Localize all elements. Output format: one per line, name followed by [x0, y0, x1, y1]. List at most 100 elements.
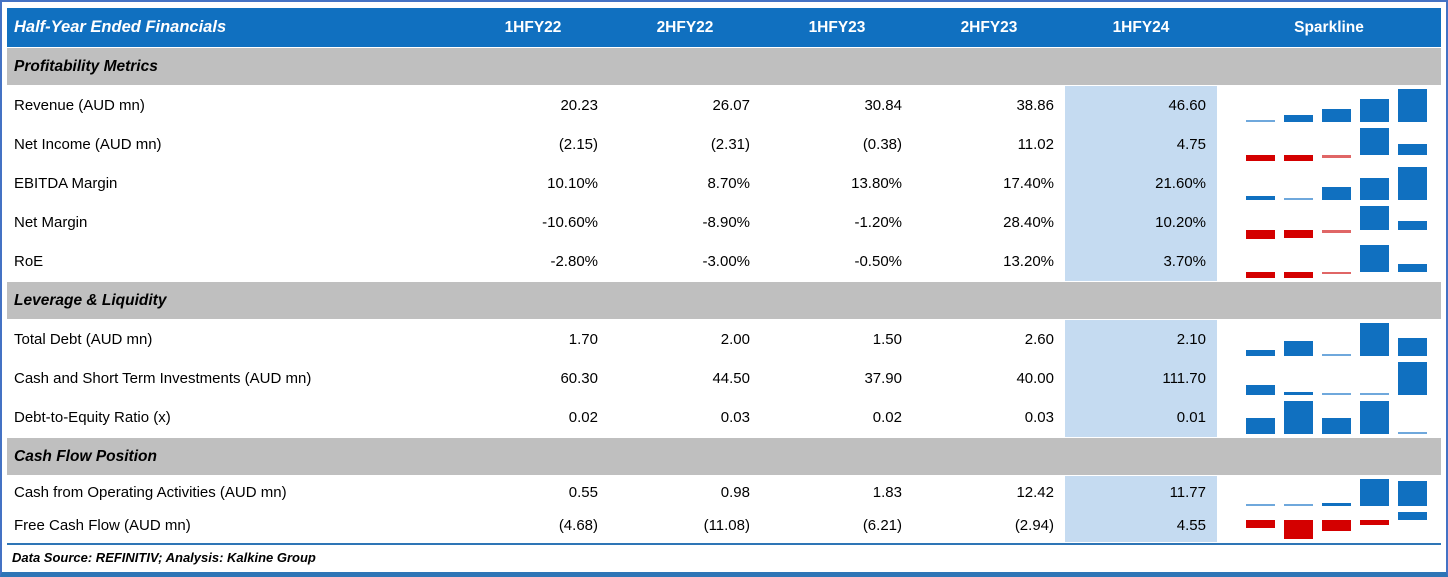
sparkline-slot	[1396, 512, 1434, 539]
value-cell-2hfy22: -8.90%	[702, 214, 750, 231]
sparkline-bar	[1360, 206, 1390, 230]
sparkline-bar	[1398, 143, 1428, 156]
table-row: Cash from Operating Activities (AUD mn) 0…	[7, 476, 1441, 509]
sparkline-slot	[1320, 89, 1358, 122]
sparkline-bar	[1284, 401, 1314, 434]
sparkline-cell	[1217, 398, 1441, 437]
sparkline-slot	[1244, 206, 1282, 239]
table-row: Net Margin -10.60% -8.90% -1.20% 28.40% 10.20…	[7, 203, 1441, 242]
sparkline-bar	[1398, 431, 1428, 434]
sparkline-bar	[1360, 479, 1390, 506]
sparkline-bar	[1360, 177, 1390, 200]
sparkline-bar	[1284, 271, 1314, 278]
sparkline-column-header: Sparkline	[1294, 18, 1364, 36]
value-cell-2hfy23: 2.60	[1024, 331, 1054, 348]
sparkline-bar	[1284, 503, 1314, 506]
sparkline-bar	[1398, 480, 1428, 506]
section-header: Cash Flow Position	[7, 438, 1441, 475]
sparkline-bar	[1398, 221, 1428, 230]
table-row: EBITDA Margin 10.10% 8.70% 13.80% 17.40% 21.6…	[7, 164, 1441, 203]
sparkline-slot	[1358, 206, 1396, 239]
sparkline-slot	[1358, 167, 1396, 200]
sparkline-slot	[1358, 362, 1396, 395]
sparkline-bar	[1246, 350, 1276, 356]
column-header-2hfy23: 2HFY23	[960, 18, 1018, 36]
row-label: Debt-to-Equity Ratio (x)	[14, 409, 171, 426]
sparkline-cell	[1217, 476, 1441, 509]
table-row: Net Income (AUD mn) (2.15) (2.31) (0.38) 11.…	[7, 125, 1441, 164]
sparkline-slot	[1320, 362, 1358, 395]
value-cell-1hfy24: 4.55	[1065, 509, 1217, 542]
sparkline-bar	[1398, 338, 1428, 356]
value-cell-2hfy22: 44.50	[712, 370, 750, 387]
value-cell-1hfy24: 21.60%	[1065, 164, 1217, 203]
sparkline-slot	[1244, 323, 1282, 356]
period-headers: 1HFY22 2HFY22 1HFY23 2HFY23 1HFY24	[457, 19, 1217, 37]
sparkline-slot	[1358, 245, 1396, 278]
sparkline-slot	[1282, 128, 1320, 161]
sparkline-cell	[1217, 203, 1441, 242]
sparkline-slot	[1396, 245, 1434, 278]
value-cell-1hfy22: 1.70	[568, 331, 598, 348]
sparkline-slot	[1244, 512, 1282, 539]
sparkline-bar	[1284, 392, 1314, 395]
sparkline-bar	[1322, 503, 1352, 506]
sparkline-bar	[1398, 512, 1428, 520]
table-row: RoE -2.80% -3.00% -0.50% 13.20% 3.70%	[7, 242, 1441, 281]
sparkline-slot	[1320, 323, 1358, 356]
section-header: Leverage & Liquidity	[7, 282, 1441, 319]
sparkline-bar	[1284, 519, 1314, 539]
value-cell-1hfy22: (2.15)	[558, 136, 598, 153]
sparkline-bar	[1360, 401, 1390, 434]
value-cell-1hfy22: (4.68)	[558, 517, 598, 534]
value-cell-1hfy23: (6.21)	[862, 517, 902, 534]
section-header: Profitability Metrics	[7, 48, 1441, 85]
sparkline-slot	[1320, 128, 1358, 161]
sparkline-bar	[1398, 167, 1428, 200]
value-cell-1hfy24: 111.70	[1065, 359, 1217, 398]
value-cell-2hfy23: (2.94)	[1014, 517, 1054, 534]
sparkline-slot	[1244, 245, 1282, 278]
sparkline-slot	[1320, 512, 1358, 539]
sparkline-bar	[1246, 230, 1276, 239]
sparkline-slot	[1358, 479, 1396, 506]
sparkline-bar	[1322, 271, 1352, 275]
sparkline-slot	[1244, 362, 1282, 395]
value-cell-2hfy23: 28.40%	[1003, 214, 1054, 231]
value-cell-1hfy22: 60.30	[560, 370, 598, 387]
value-cell-2hfy22: 26.07	[712, 97, 750, 114]
value-cell-2hfy23: 12.42	[1016, 484, 1054, 501]
sparkline-cell	[1217, 125, 1441, 164]
value-cell-1hfy22: 10.10%	[547, 175, 598, 192]
value-cell-1hfy23: 30.84	[864, 97, 902, 114]
sparkline-bar	[1398, 362, 1428, 395]
row-label: EBITDA Margin	[14, 175, 118, 192]
sparkline-bar	[1246, 196, 1276, 200]
sparkline-bar	[1322, 187, 1352, 200]
row-label: Cash and Short Term Investments (AUD mn)	[14, 370, 312, 387]
table-body: Profitability Metrics Revenue (AUD mn) 20.…	[7, 48, 1441, 542]
sparkline-slot	[1244, 89, 1282, 122]
row-label: Net Margin	[14, 214, 88, 231]
column-header-1hfy24: 1HFY24	[1112, 18, 1170, 36]
value-cell-2hfy22: 2.00	[720, 331, 750, 348]
value-cell-1hfy24: 46.60	[1065, 86, 1217, 125]
sparkline-bar	[1322, 155, 1352, 158]
value-cell-1hfy23: 1.83	[872, 484, 902, 501]
sparkline-bar	[1322, 519, 1352, 531]
value-cell-2hfy22: 0.98	[720, 484, 750, 501]
row-label: Revenue (AUD mn)	[14, 97, 145, 114]
value-cell-2hfy22: (11.08)	[703, 517, 750, 534]
sparkline-slot	[1396, 206, 1434, 239]
sparkline-bar	[1284, 230, 1314, 238]
value-cell-1hfy22: 20.23	[560, 97, 598, 114]
sparkline-bar	[1360, 128, 1390, 156]
sparkline-slot	[1244, 479, 1282, 506]
sparkline-bar	[1322, 230, 1352, 233]
value-cell-1hfy24: 0.01	[1065, 398, 1217, 437]
sparkline-slot	[1396, 167, 1434, 200]
sparkline-bar	[1360, 519, 1390, 525]
data-source-note: Data Source: REFINITIV; Analysis: Kalkin…	[12, 550, 316, 565]
sparkline-bar	[1360, 323, 1390, 356]
